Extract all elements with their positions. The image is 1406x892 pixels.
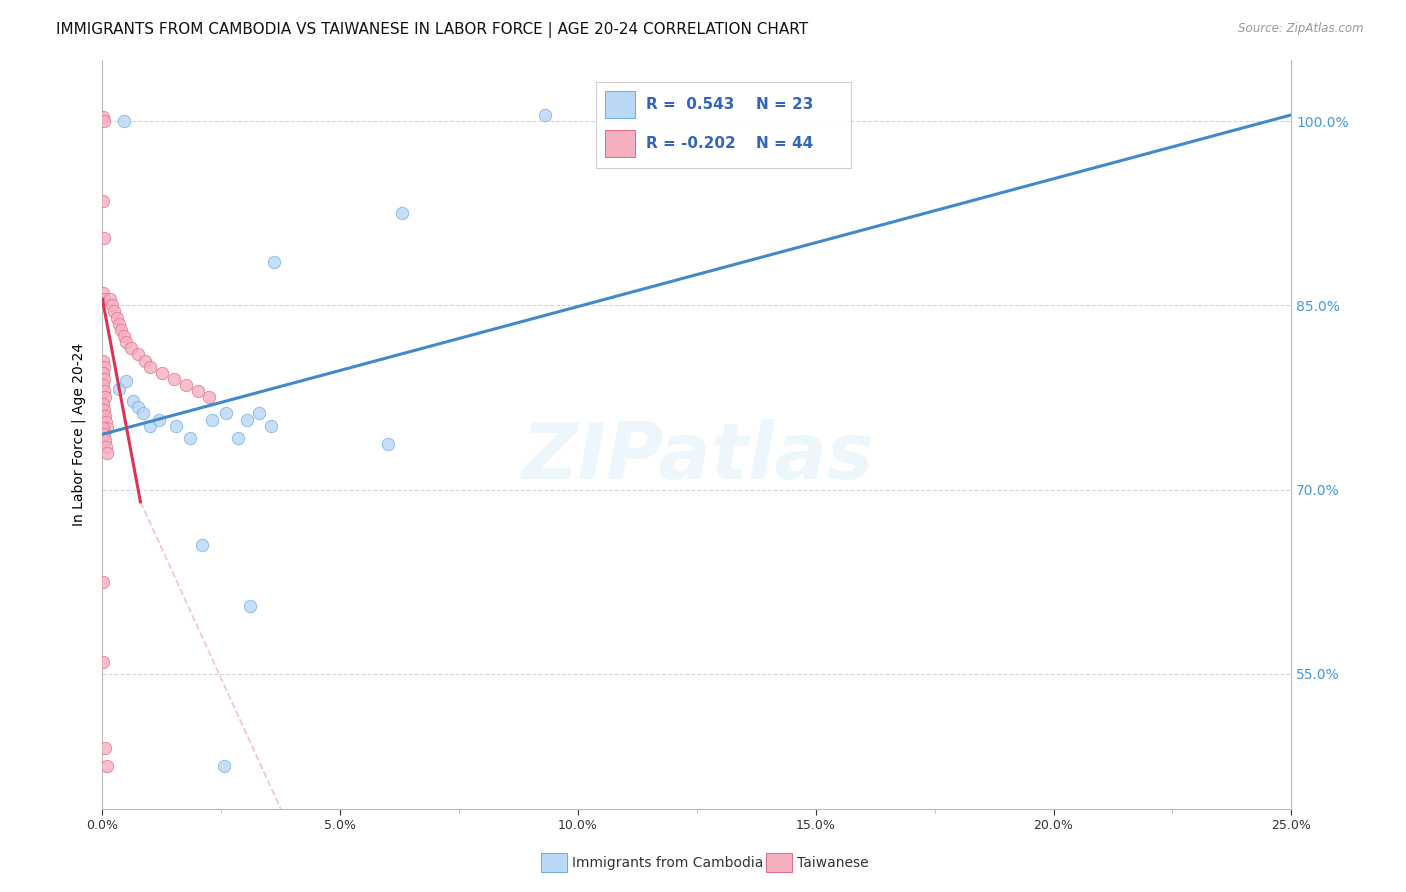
Point — [96, 446, 118, 460]
Point — [93, 421, 115, 435]
Point — [96, 421, 118, 435]
Point — [94, 409, 117, 423]
Point — [201, 412, 224, 426]
Point — [226, 431, 249, 445]
Point — [94, 434, 117, 448]
Point — [93, 292, 115, 306]
Text: Immigrants from Cambodia: Immigrants from Cambodia — [572, 855, 763, 870]
Point — [93, 114, 115, 128]
Point — [139, 359, 162, 374]
Point — [377, 437, 399, 451]
Text: N = 23: N = 23 — [756, 97, 814, 112]
Point — [93, 194, 115, 208]
Point — [163, 372, 186, 386]
Point — [96, 440, 118, 454]
Point — [174, 378, 197, 392]
Text: ZIPatlas: ZIPatlas — [520, 418, 873, 495]
Text: Taiwanese: Taiwanese — [797, 855, 869, 870]
Bar — [606, 91, 636, 118]
Text: N = 44: N = 44 — [756, 136, 814, 151]
Point — [150, 366, 173, 380]
Point — [120, 341, 142, 355]
Y-axis label: In Labor Force | Age 20-24: In Labor Force | Age 20-24 — [72, 343, 86, 526]
Point — [179, 431, 201, 445]
Point — [105, 310, 128, 325]
Point — [108, 317, 131, 331]
Point — [93, 366, 115, 380]
Text: R = -0.202: R = -0.202 — [645, 136, 735, 151]
Point — [115, 335, 138, 350]
Point — [148, 412, 170, 426]
FancyBboxPatch shape — [596, 82, 852, 169]
Point — [93, 359, 115, 374]
Point — [93, 231, 115, 245]
Point — [93, 427, 115, 442]
Point — [247, 406, 270, 420]
Point — [132, 406, 155, 420]
Point — [112, 329, 135, 343]
Point — [108, 382, 131, 396]
Point — [93, 372, 115, 386]
Point — [94, 740, 117, 755]
Point — [236, 412, 259, 426]
Point — [165, 418, 187, 433]
Point — [215, 406, 238, 420]
Point — [391, 206, 413, 220]
Point — [93, 402, 115, 417]
Point — [101, 298, 124, 312]
Point — [110, 323, 132, 337]
Point — [103, 304, 125, 318]
Point — [96, 759, 118, 773]
Point — [93, 384, 115, 399]
Point — [93, 378, 115, 392]
Point — [112, 114, 135, 128]
Point — [198, 391, 221, 405]
Point — [93, 655, 115, 669]
Text: R =  0.543: R = 0.543 — [645, 97, 734, 112]
Point — [93, 285, 115, 300]
Point — [127, 401, 149, 415]
Point — [115, 375, 138, 389]
Point — [134, 353, 156, 368]
Point — [98, 292, 121, 306]
Point — [122, 394, 145, 409]
Bar — [606, 130, 636, 157]
Point — [139, 418, 162, 433]
Point — [191, 538, 214, 552]
Text: Source: ZipAtlas.com: Source: ZipAtlas.com — [1239, 22, 1364, 36]
Point — [96, 415, 118, 429]
Point — [93, 111, 115, 125]
Point — [93, 396, 115, 410]
Point — [93, 353, 115, 368]
Point — [127, 347, 149, 361]
Point — [239, 599, 262, 614]
Point — [93, 574, 115, 589]
Point — [263, 255, 285, 269]
Point — [212, 759, 235, 773]
Point — [94, 391, 117, 405]
Point — [186, 384, 208, 399]
Point — [260, 418, 283, 433]
Text: IMMIGRANTS FROM CAMBODIA VS TAIWANESE IN LABOR FORCE | AGE 20-24 CORRELATION CHA: IMMIGRANTS FROM CAMBODIA VS TAIWANESE IN… — [56, 22, 808, 38]
Point — [533, 108, 555, 122]
